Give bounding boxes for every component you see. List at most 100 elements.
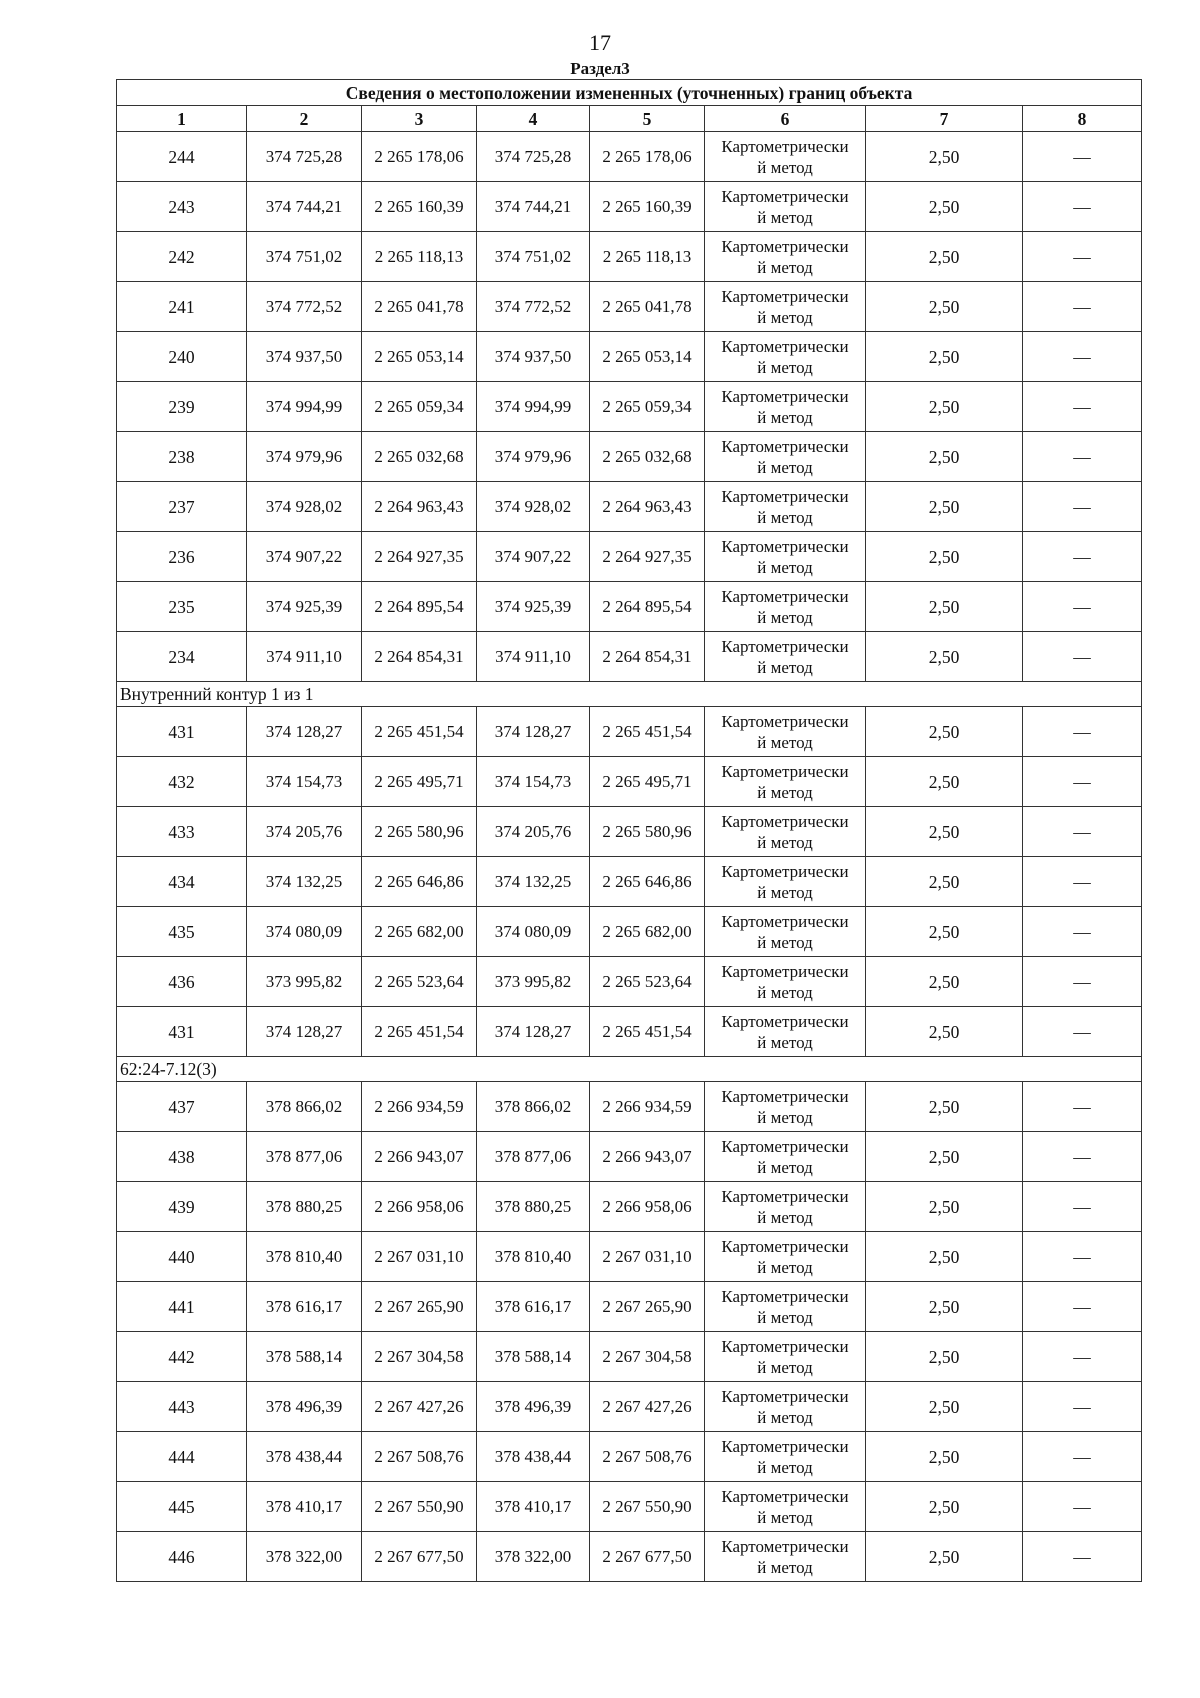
method: Картометрически й метод	[704, 906, 866, 957]
description: —	[1021, 1081, 1143, 1132]
method-line: Картометрически	[721, 1286, 849, 1306]
table-row: 442 378 588,14 2 267 304,58 378 588,14 2 267…	[116, 1331, 1143, 1382]
method: Картометрически й метод	[704, 531, 866, 582]
method-line: й метод	[757, 832, 813, 852]
column-header: 2	[246, 105, 362, 132]
x-existing: 374 979,96	[246, 431, 362, 482]
point-number: 433	[116, 806, 247, 857]
x-new: 374 205,76	[476, 806, 590, 857]
x-existing: 374 744,21	[246, 181, 362, 232]
method: Картометрически й метод	[704, 281, 866, 332]
point-number: 237	[116, 481, 247, 532]
description: —	[1021, 756, 1143, 807]
point-number: 431	[116, 1006, 247, 1057]
column-header: 6	[704, 105, 866, 132]
description: —	[1021, 581, 1143, 632]
x-existing: 374 937,50	[246, 331, 362, 382]
description: —	[1021, 1431, 1143, 1482]
point-number: 436	[116, 956, 247, 1007]
contour-label-row: 62:24-7.12(3)	[115, 1056, 1143, 1082]
x-new: 374 128,27	[476, 706, 590, 757]
y-new: 2 265 178,06	[589, 131, 705, 182]
point-number: 244	[116, 131, 247, 182]
x-existing: 378 810,40	[246, 1231, 362, 1282]
method-line: й метод	[757, 407, 813, 427]
method-line: й метод	[757, 1457, 813, 1477]
table-row: 439 378 880,25 2 266 958,06 378 880,25 2 266…	[116, 1181, 1143, 1232]
table-row: 446 378 322,00 2 267 677,50 378 322,00 2 267…	[116, 1531, 1143, 1582]
method: Картометрически й метод	[704, 856, 866, 907]
method-line: й метод	[757, 1507, 813, 1527]
x-existing: 374 154,73	[246, 756, 362, 807]
point-number: 438	[116, 1131, 247, 1182]
method-line: Картометрически	[721, 1486, 849, 1506]
accuracy: 2,50	[865, 1181, 1023, 1232]
accuracy: 2,50	[865, 756, 1023, 807]
x-existing: 374 751,02	[246, 231, 362, 282]
point-number: 445	[116, 1481, 247, 1532]
method: Картометрически й метод	[704, 331, 866, 382]
table-row: 445 378 410,17 2 267 550,90 378 410,17 2 267…	[116, 1481, 1143, 1532]
x-new: 378 438,44	[476, 1431, 590, 1482]
description: —	[1021, 1006, 1143, 1057]
table-row: 431 374 128,27 2 265 451,54 374 128,27 2 265…	[116, 706, 1143, 757]
x-new: 374 772,52	[476, 281, 590, 332]
accuracy: 2,50	[865, 1481, 1023, 1532]
x-existing: 374 132,25	[246, 856, 362, 907]
method-line: Картометрически	[721, 1186, 849, 1206]
method: Картометрически й метод	[704, 1081, 866, 1132]
accuracy: 2,50	[865, 906, 1023, 957]
point-number: 443	[116, 1381, 247, 1432]
y-existing: 2 265 495,71	[361, 756, 477, 807]
x-existing: 378 410,17	[246, 1481, 362, 1532]
point-number: 242	[116, 231, 247, 282]
x-new: 374 725,28	[476, 131, 590, 182]
method: Картометрически й метод	[704, 431, 866, 482]
x-new: 374 937,50	[476, 331, 590, 382]
method-line: й метод	[757, 1257, 813, 1277]
method-line: й метод	[757, 1407, 813, 1427]
accuracy: 2,50	[865, 581, 1023, 632]
table-row: 431 374 128,27 2 265 451,54 374 128,27 2 265…	[116, 1006, 1143, 1057]
y-new: 2 265 032,68	[589, 431, 705, 482]
y-existing: 2 267 550,90	[361, 1481, 477, 1532]
section-title: Раздел3	[570, 59, 630, 78]
x-existing: 374 725,28	[246, 131, 362, 182]
point-number: 431	[116, 706, 247, 757]
method-line: Картометрически	[721, 911, 849, 931]
description: —	[1021, 806, 1143, 857]
column-header: 5	[589, 105, 705, 132]
method-line: Картометрически	[721, 1386, 849, 1406]
method-line: Картометрически	[721, 1536, 849, 1556]
table-row: 242 374 751,02 2 265 118,13 374 751,02 2 265…	[116, 231, 1143, 282]
description: —	[1021, 431, 1143, 482]
table-title: Сведения о местоположении измененных (ут…	[115, 79, 1143, 106]
y-new: 2 265 059,34	[589, 381, 705, 432]
method-line: Картометрически	[721, 636, 849, 656]
method-line: й метод	[757, 157, 813, 177]
method-line: Картометрически	[721, 236, 849, 256]
y-existing: 2 267 508,76	[361, 1431, 477, 1482]
table-row: 241 374 772,52 2 265 041,78 374 772,52 2 265…	[116, 281, 1143, 332]
x-existing: 374 911,10	[246, 631, 362, 682]
table-row: 239 374 994,99 2 265 059,34 374 994,99 2 265…	[116, 381, 1143, 432]
method-line: Картометрически	[721, 386, 849, 406]
point-number: 444	[116, 1431, 247, 1482]
accuracy: 2,50	[865, 281, 1023, 332]
x-new: 378 880,25	[476, 1181, 590, 1232]
table-row: 236 374 907,22 2 264 927,35 374 907,22 2 264…	[116, 531, 1143, 582]
y-existing: 2 265 682,00	[361, 906, 477, 957]
description: —	[1021, 1481, 1143, 1532]
x-existing: 378 616,17	[246, 1281, 362, 1332]
accuracy: 2,50	[865, 131, 1023, 182]
method-line: Картометрически	[721, 1011, 849, 1031]
x-new: 378 410,17	[476, 1481, 590, 1532]
x-existing: 378 866,02	[246, 1081, 362, 1132]
x-existing: 374 925,39	[246, 581, 362, 632]
x-existing: 374 907,22	[246, 531, 362, 582]
y-new: 2 266 934,59	[589, 1081, 705, 1132]
method-line: Картометрически	[721, 536, 849, 556]
y-existing: 2 265 523,64	[361, 956, 477, 1007]
method: Картометрически й метод	[704, 131, 866, 182]
point-number: 236	[116, 531, 247, 582]
